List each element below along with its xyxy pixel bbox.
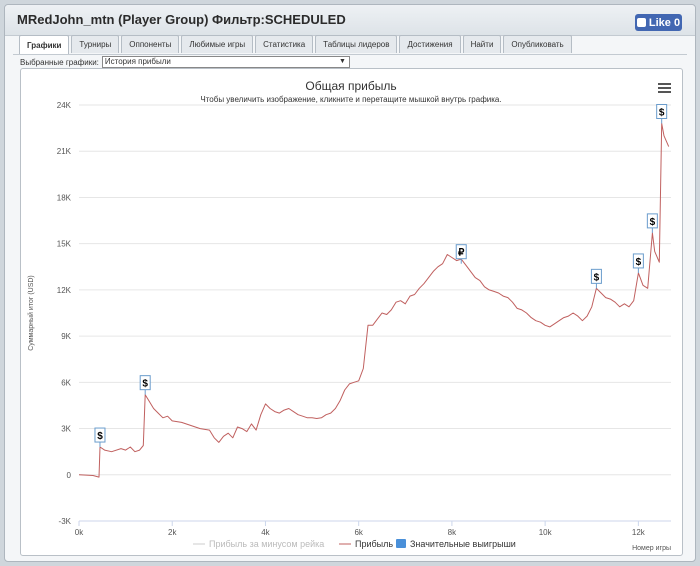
tab-charts[interactable]: Графики	[19, 35, 70, 54]
tab-statistics[interactable]: Статистика	[255, 35, 314, 53]
big-win-marker	[94, 427, 106, 443]
x-axis-title: Номер игры	[632, 545, 671, 552]
x-tick-label: 0k	[75, 528, 84, 537]
chart-subtitle: Чтобы увеличить изображение, кликните и …	[200, 95, 501, 104]
chart-selector-label: Выбранные графики:	[20, 57, 99, 67]
y-tick-label: 9K	[61, 332, 71, 341]
y-tick-label: 21K	[57, 147, 72, 156]
chart-menu-icon[interactable]	[658, 83, 671, 95]
big-win-label: $	[594, 272, 600, 283]
thumbs-up-icon	[636, 18, 646, 27]
window-header: MRedJohn_mtn (Player Group) Фильтр:SCHED…	[5, 5, 695, 36]
big-win-label: $	[650, 217, 656, 228]
y-tick-label: 0	[67, 471, 72, 480]
chart-container[interactable]: Общая прибыль Чтобы увеличить изображение…	[20, 68, 683, 556]
series-line-profit	[78, 123, 670, 478]
chart-select-value: История прибыли	[104, 57, 171, 66]
big-win-label: $	[659, 107, 665, 118]
page-title: MRedJohn_mtn (Player Group) Фильтр:SCHED…	[17, 12, 346, 27]
legend-item-big-wins: Значительные выигрыши	[410, 539, 516, 549]
y-axis-title: Суммарный итог (USD)	[27, 275, 35, 351]
big-win-marker	[590, 268, 602, 284]
y-tick-label: 15K	[57, 240, 72, 249]
y-tick-label: 18K	[57, 193, 72, 202]
big-win-marker	[656, 103, 668, 119]
facebook-like-button[interactable]: Like 0	[635, 14, 682, 31]
x-tick-label: 2k	[168, 528, 177, 537]
legend-swatch-big-wins	[396, 539, 406, 548]
x-tick-label: 6k	[354, 528, 363, 537]
tab-opponents[interactable]: Оппоненты	[121, 35, 180, 53]
tab-tournaments[interactable]: Турниры	[71, 35, 120, 53]
big-win-label: ₽	[458, 248, 465, 259]
big-win-label: $	[97, 431, 103, 442]
y-tick-label: 24K	[57, 101, 72, 110]
y-tick-label: 6K	[61, 378, 71, 387]
big-win-marker	[632, 253, 644, 269]
app-window: MRedJohn_mtn (Player Group) Фильтр:SCHED…	[4, 4, 696, 562]
chart-selector: Выбранные графики: История прибыли ▼	[20, 56, 350, 68]
like-label: Like 0	[648, 16, 681, 29]
tab-bar: Графики Турниры Оппоненты Любимые игры С…	[19, 35, 572, 54]
x-tick-label: 4k	[261, 528, 270, 537]
tab-publish[interactable]: Опубликовать	[503, 35, 572, 53]
chart-title: Общая прибыль	[305, 79, 396, 93]
chart-select[interactable]: История прибыли ▼	[101, 56, 350, 68]
profit-chart[interactable]: Общая прибыль Чтобы увеличить изображение…	[21, 69, 682, 555]
y-tick-label: 3K	[61, 425, 71, 434]
y-tick-label: 12K	[57, 286, 72, 295]
tab-divider	[13, 54, 687, 55]
tab-leaderboards[interactable]: Таблицы лидеров	[315, 35, 398, 53]
tab-find[interactable]: Найти	[462, 35, 502, 53]
x-tick-label: 10k	[539, 528, 553, 537]
dropdown-arrow-icon: ▼	[338, 58, 346, 65]
big-win-label: $	[636, 257, 642, 268]
x-tick-label: 12k	[632, 528, 646, 537]
big-win-marker	[646, 213, 658, 229]
tab-achievements[interactable]: Достижения	[399, 35, 461, 53]
x-tick-label: 8k	[448, 528, 457, 537]
y-tick-label: -3K	[59, 517, 72, 526]
big-win-marker	[455, 244, 467, 260]
big-win-marker	[139, 375, 151, 391]
legend-item-rakeless: Прибыль за минусом рейка	[209, 539, 324, 549]
tab-favorite-games[interactable]: Любимые игры	[181, 35, 254, 53]
big-win-label: $	[142, 379, 148, 390]
legend-item-profit: Прибыль	[355, 539, 393, 549]
